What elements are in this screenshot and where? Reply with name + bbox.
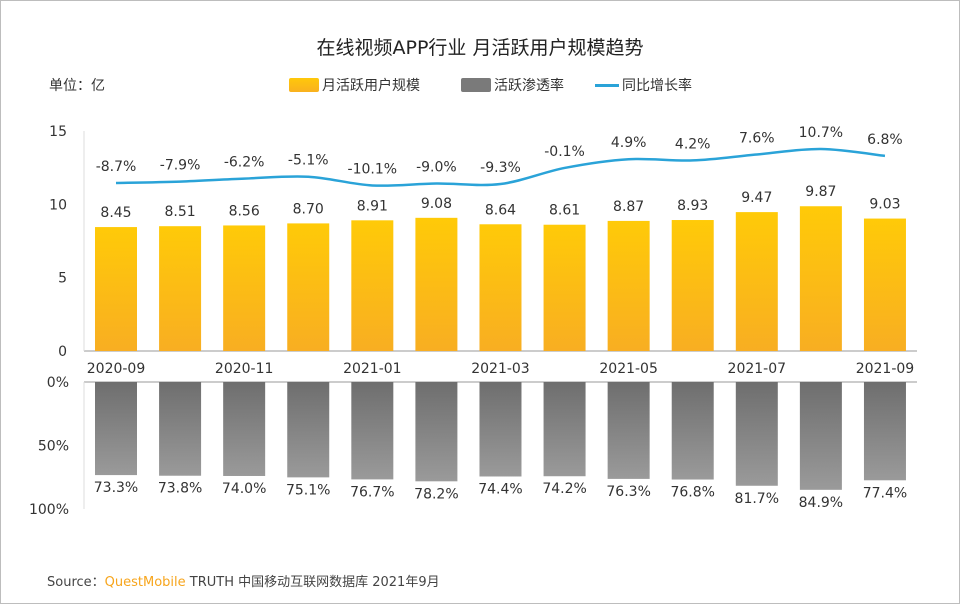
growth-data-label: -9.3% [480,160,521,176]
mau-bar [479,224,522,351]
mau-bar [95,227,137,351]
penetration-data-label: 84.9% [799,495,843,511]
penetration-bar [863,382,906,481]
penetration-tick-label: 100% [29,502,69,518]
penetration-data-label: 75.1% [286,482,330,498]
mau-bar [607,220,650,351]
penetration-data-label: 81.7% [735,491,779,507]
mau-bar [287,223,330,351]
source-prefix: Source： [47,575,105,590]
x-tick-label: 2021-05 [599,361,658,377]
x-tick-label: 2021-07 [728,361,787,377]
penetration-tick-label: 50% [38,439,69,455]
penetration-data-label: 73.8% [158,481,202,497]
mau-bar [351,220,394,351]
source-note: Source：QuestMobile TRUTH 中国移动互联网数据库 2021… [47,571,440,590]
penetration-bar [95,382,137,476]
mau-bar [223,225,266,351]
penetration-bar [735,382,778,486]
penetration-data-label: 74.0% [222,481,266,497]
y-tick-label: 0 [58,344,67,360]
growth-data-label: -8.7% [96,159,137,175]
penetration-data-label: 76.3% [606,484,650,500]
mau-data-label: 8.45 [100,205,131,221]
growth-data-label: -6.2% [224,155,265,171]
mau-bar [799,206,842,351]
growth-data-label: -0.1% [544,144,585,160]
growth-data-label: 10.7% [799,125,843,141]
legend-label: 活跃渗透率 [494,78,564,94]
mau-bar [735,212,778,351]
growth-data-label: 7.6% [739,130,775,146]
mau-data-label: 8.64 [485,202,516,218]
mau-data-label: 8.56 [229,203,260,219]
penetration-data-label: 78.2% [414,486,458,502]
penetration-bar [159,382,202,476]
mau-bar [863,218,906,351]
growth-data-label: 4.2% [675,136,711,152]
mau-bar [543,224,586,351]
x-tick-label: 2020-09 [87,361,146,377]
growth-data-label: -9.0% [416,160,457,176]
growth-data-label: -5.1% [288,153,329,169]
unit-label: 单位：亿 [49,78,105,94]
penetration-bar [479,382,522,477]
legend-penetration: 活跃渗透率 [461,75,564,95]
penetration-bar [543,382,586,477]
legend-mau: 月活跃用户规模 [289,75,420,95]
legend-label: 同比增长率 [622,78,692,94]
legend-swatch-line [595,83,619,87]
mau-data-label: 8.91 [357,198,388,214]
penetration-bar [287,382,330,478]
penetration-bar [351,382,394,480]
y-tick-label: 5 [58,271,67,287]
mau-data-label: 9.47 [741,190,772,206]
penetration-data-label: 73.3% [94,480,138,496]
x-tick-label: 2021-03 [471,361,530,377]
x-tick-label: 2021-01 [343,361,402,377]
mau-data-label: 8.93 [677,198,708,214]
growth-data-label: 4.9% [611,135,647,151]
penetration-data-label: 74.4% [478,481,522,497]
chart-title: 在线视频APP行业 月活跃用户规模趋势 [316,37,644,59]
penetration-bar [799,382,842,490]
legend-swatch-gray [461,78,491,92]
penetration-bar [415,382,458,482]
penetration-bar [223,382,266,476]
growth-data-label: 6.8% [867,132,903,148]
penetration-data-label: 76.7% [350,484,394,500]
mau-data-label: 9.03 [869,197,900,213]
legend-label: 月活跃用户规模 [322,78,420,94]
source-brand: QuestMobile [104,575,186,590]
mau-data-label: 8.61 [549,203,580,219]
source-rest: TRUTH 中国移动互联网数据库 2021年9月 [185,575,440,590]
penetration-data-label: 76.8% [670,485,714,501]
mau-data-label: 8.87 [613,199,644,215]
penetration-data-label: 77.4% [863,485,907,501]
growth-data-label: -10.1% [348,161,398,177]
growth-line [115,147,886,187]
mau-data-label: 9.87 [805,184,836,200]
legend-swatch-bar [289,78,319,92]
x-tick-label: 2021-09 [856,361,915,377]
penetration-bar [671,382,714,480]
legend-growth: 同比增长率 [595,75,692,95]
mau-data-label: 8.70 [293,201,324,217]
mau-bar [415,217,458,351]
y-tick-label: 15 [49,124,67,140]
penetration-data-label: 74.2% [542,481,586,497]
mau-data-label: 8.51 [164,204,195,220]
y-tick-label: 10 [49,197,67,213]
penetration-bar [607,382,650,479]
penetration-tick-label: 0% [47,375,69,391]
growth-data-label: -7.9% [160,158,201,174]
mau-bar [671,220,714,351]
x-tick-label: 2020-11 [215,361,274,377]
mau-data-label: 9.08 [421,196,452,212]
mau-bar [159,226,202,351]
